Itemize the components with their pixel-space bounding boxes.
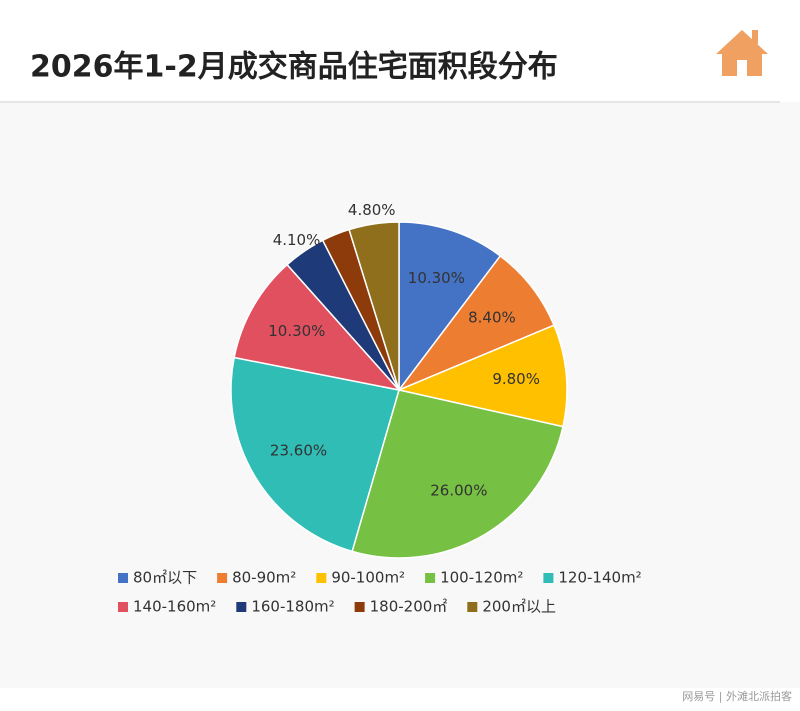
legend-swatch [354,602,365,612]
legend-swatch [118,573,128,583]
legend-swatch [467,602,478,612]
data-label: 8.40% [468,308,516,326]
legend-label: 80-90m² [232,569,296,587]
legend-label: 80㎡以下 [133,569,197,587]
pie-slice [233,263,402,392]
legend-swatch [236,602,247,612]
footer-bar [0,688,800,707]
pie-slice [230,356,400,553]
header [0,0,800,102]
data-label: 4.10% [273,231,321,249]
data-label: 9.80% [492,370,540,388]
legend-label: 180-200㎡ [370,598,448,616]
data-label: 4.80% [348,201,396,219]
legend-label: 200㎡以上 [482,598,556,616]
pie-slice [396,254,555,392]
legend-label: 120-140m² [558,569,641,587]
data-label: 10.30% [408,269,465,287]
pie-slice [396,324,568,428]
legend-label: 160-180m² [251,598,334,616]
legend-label: 90-100m² [331,569,405,587]
legend-swatch [217,573,228,583]
legend-label: 100-120m² [440,569,523,587]
legend-label: 140-160m² [133,598,216,616]
pie-slice [348,221,400,391]
pie-slice [351,389,564,559]
data-label: 10.30% [268,322,325,340]
legend-swatch [118,602,128,612]
footer: 网易号 | 外滩北派拍客 [682,689,792,703]
house-icon [716,30,768,76]
legend-swatch [543,573,554,583]
data-label: 23.60% [270,442,327,460]
legend-swatch [425,573,436,583]
chart-title: 2026年1-2月成交商品住宅面积段分布 [30,50,558,85]
pie-slice [398,221,502,393]
data-label: 26.00% [430,482,487,500]
legend-swatch [316,573,327,583]
